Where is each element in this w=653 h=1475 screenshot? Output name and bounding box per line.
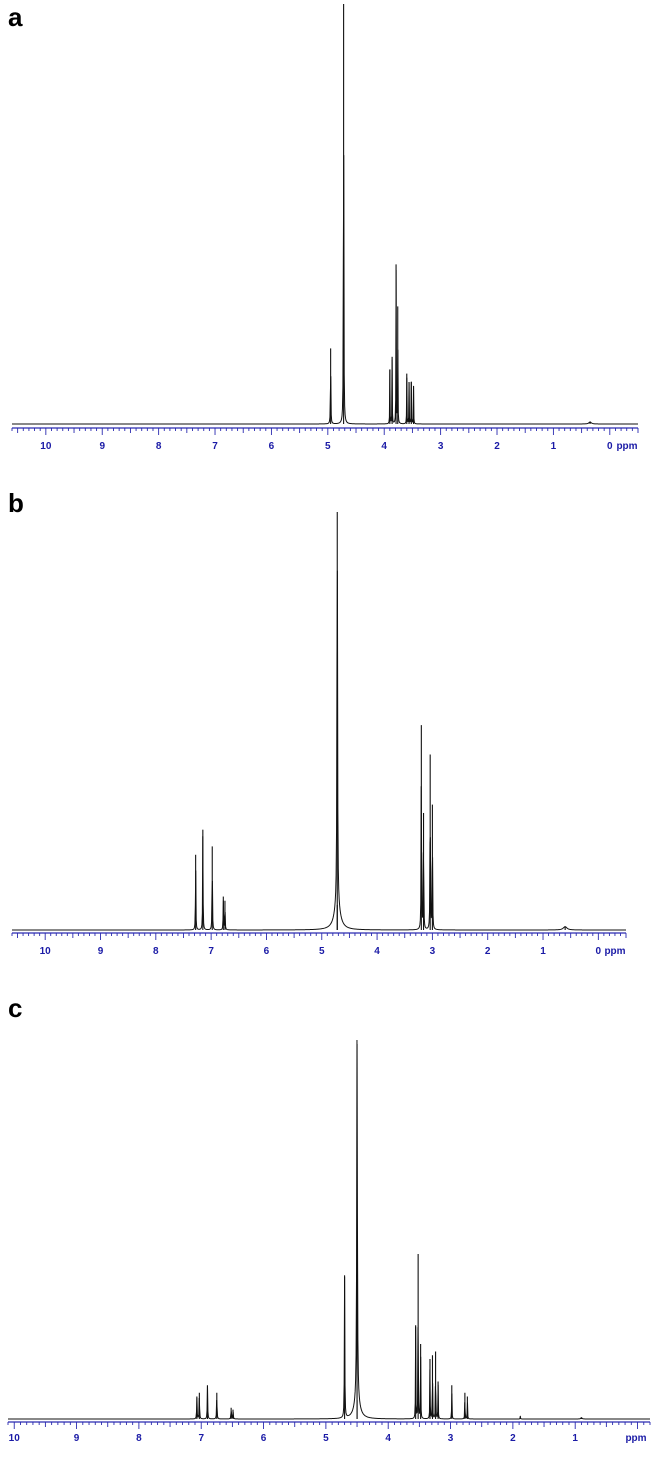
spectrum-panel-a: a 10 9 8 7 6 5 4 3 2 1 0 ppm [0, 0, 653, 465]
tick-label: 5 [319, 946, 325, 957]
x-axis-label: ppm [604, 946, 625, 957]
tick-label: 0 [596, 946, 602, 957]
x-axis-label: ppm [616, 441, 637, 452]
panel-label: b [8, 488, 24, 518]
tick-label: ppm [625, 1433, 646, 1444]
tick-label: 3 [430, 946, 436, 957]
tick-label: 9 [98, 946, 104, 957]
tick-label: 7 [198, 1433, 204, 1444]
tick-label: 4 [385, 1433, 391, 1444]
tick-label: 2 [485, 946, 491, 957]
tick-label: 8 [153, 946, 159, 957]
spectrum-plot: 10 9 8 7 6 5 4 3 2 1 ppm [7, 1039, 651, 1444]
tick-label: 2 [494, 441, 500, 452]
spectrum-plot: 10 9 8 7 6 5 4 3 2 1 0 ppm [11, 4, 639, 452]
spectrum-panel-b: b 10 9 8 7 6 5 4 3 2 1 0 ppm [0, 488, 653, 965]
tick-label: 6 [261, 1433, 267, 1444]
tick-label: 1 [540, 946, 546, 957]
tick-label: 7 [212, 441, 218, 452]
spectrum-plot: 10 9 8 7 6 5 4 3 2 1 0 ppm [11, 512, 627, 957]
spectrum-trace [12, 570, 626, 931]
tick-label: 2 [510, 1433, 516, 1444]
tick-label: 9 [99, 441, 105, 452]
tick-label: 3 [438, 441, 444, 452]
panel-label: c [8, 993, 23, 1023]
tick-label: 10 [40, 441, 52, 452]
spectrum-panel-c: c 10 9 8 7 6 5 4 3 2 1 ppm [0, 993, 653, 1475]
tick-label: 4 [374, 946, 380, 957]
tick-label: 7 [208, 946, 214, 957]
tick-label: 4 [381, 441, 387, 452]
tick-label: 10 [40, 946, 52, 957]
tick-label: 6 [264, 946, 270, 957]
spectrum-trace [8, 1039, 650, 1420]
tick-label: 0 [607, 441, 613, 452]
tick-label: 9 [74, 1433, 80, 1444]
tick-label: 1 [572, 1433, 578, 1444]
tick-label: 3 [448, 1433, 454, 1444]
tick-label: 1 [551, 441, 557, 452]
tick-label: 8 [136, 1433, 142, 1444]
tick-label: 5 [325, 441, 331, 452]
panel-label: a [8, 2, 23, 32]
tick-label: 10 [9, 1433, 21, 1444]
tick-label: 5 [323, 1433, 329, 1444]
tick-label: 6 [269, 441, 275, 452]
tick-label: 8 [156, 441, 162, 452]
spectrum-trace [12, 155, 638, 425]
